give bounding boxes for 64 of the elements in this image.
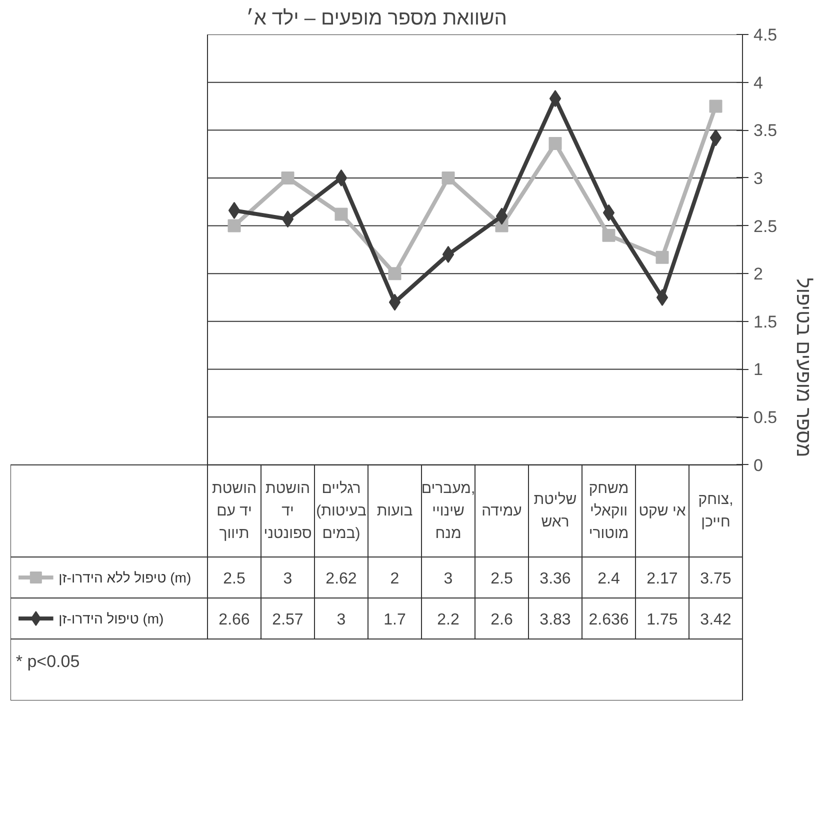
- data-label: 1.7: [384, 612, 406, 629]
- legend-label: טיפול הידרו-זן (m): [58, 610, 164, 627]
- y-tick-label: 3: [754, 168, 763, 188]
- data-label: 3.83: [540, 612, 571, 629]
- data-label: 3.42: [700, 612, 732, 629]
- y-tick-label: 0: [754, 456, 763, 475]
- x-tick-label: מעברים, שינויי מנח: [421, 480, 476, 542]
- chart-title: השוואת מספר מופעים – ילד א׳: [246, 8, 507, 30]
- y-tick-label: 3.5: [754, 121, 778, 140]
- x-tick-label: בועות: [376, 502, 413, 520]
- data-label: 2.62: [326, 570, 357, 588]
- point: [710, 129, 722, 146]
- y-tick-label: 2: [754, 264, 763, 284]
- data-label: 2: [390, 570, 400, 588]
- point: [656, 250, 669, 264]
- data-label: 2.17: [646, 570, 678, 588]
- x-tick-label: הושטת יד עם תיווך: [212, 480, 257, 542]
- data-label: 2.5: [490, 570, 513, 588]
- data-label: 3.36: [540, 570, 571, 588]
- y-tick-label: 4.5: [754, 26, 778, 44]
- data-label: 3: [283, 570, 292, 588]
- legend-label: טיפול ללא הידרו-זן (m): [58, 570, 192, 586]
- point: [548, 137, 562, 150]
- point: [709, 100, 722, 113]
- data-label: 2.6: [490, 612, 513, 629]
- x-tick-label: שליטת ראש: [534, 491, 577, 531]
- point: [442, 171, 455, 184]
- y-tick-label: 0.5: [754, 408, 778, 428]
- x-tick-label: הושטת יד ספונטני: [264, 480, 312, 542]
- point: [282, 210, 294, 228]
- point: [334, 208, 348, 221]
- data-label: 2.4: [598, 570, 620, 588]
- data-label: 3: [444, 570, 453, 588]
- point: [228, 219, 241, 232]
- x-tick-label: משחק ווקאלי מוטורי: [588, 480, 629, 542]
- y-axis-title: מספר מופעים בטיפול: [792, 278, 814, 458]
- point: [442, 246, 454, 263]
- text: * p<0.05: [16, 652, 80, 672]
- y-tick-label: 4: [754, 73, 763, 92]
- point: [656, 288, 668, 306]
- data-label: 2.5: [223, 570, 246, 588]
- data-label: 1.75: [646, 612, 678, 629]
- point: [281, 171, 294, 184]
- x-tick-label: עמידה: [482, 502, 522, 520]
- x-tick-label: צוחק, חייכן: [698, 491, 734, 531]
- y-tick-label: 1.5: [754, 312, 778, 332]
- point: [549, 90, 562, 108]
- point: [496, 208, 508, 225]
- point: [335, 169, 348, 186]
- y-tick-label: 1: [754, 360, 763, 380]
- point: [228, 202, 240, 219]
- data-label: 2.66: [218, 612, 250, 629]
- point: [388, 294, 401, 311]
- x-tick-label: רגליים (בעיטות במים): [316, 480, 366, 542]
- data-label: 2.636: [588, 612, 629, 629]
- x-tick-label: אי שקט: [638, 502, 686, 520]
- data-label: 3: [336, 612, 346, 629]
- point: [602, 204, 615, 222]
- data-label: 3.75: [700, 570, 732, 588]
- data-label: 2.57: [272, 612, 304, 629]
- data-label: 2.2: [437, 612, 460, 629]
- point: [388, 267, 402, 280]
- y-tick-label: 2.5: [754, 216, 778, 236]
- point: [602, 228, 616, 242]
